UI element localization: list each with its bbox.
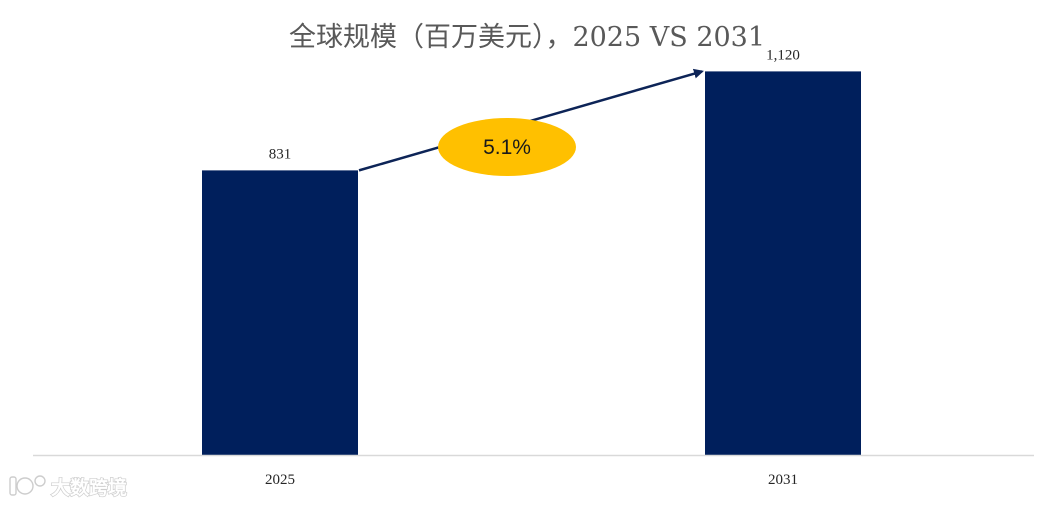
chart-title: 全球规模（百万美元），2025 VS 2031: [289, 22, 765, 53]
growth-ellipse: [438, 118, 576, 176]
bar-2025: [202, 170, 358, 455]
bar-2031: [705, 71, 861, 456]
x-tick-label-2025: 2025: [265, 472, 295, 488]
growth-badge: 5.1%: [438, 118, 576, 176]
watermark-logo-icon: [9, 475, 46, 496]
x-tick-label-2031: 2031: [768, 472, 798, 488]
data-label-2025: 831: [269, 146, 292, 162]
watermark: 大数跨境: [9, 475, 128, 500]
watermark-text: 大数跨境: [51, 476, 127, 499]
data-label-2031: 1,120: [766, 47, 800, 63]
x-axis-ticks: 2025 2031: [265, 472, 798, 488]
growth-rate-label: 5.1%: [483, 136, 531, 159]
bars-layer: 831 1,120: [202, 47, 861, 456]
